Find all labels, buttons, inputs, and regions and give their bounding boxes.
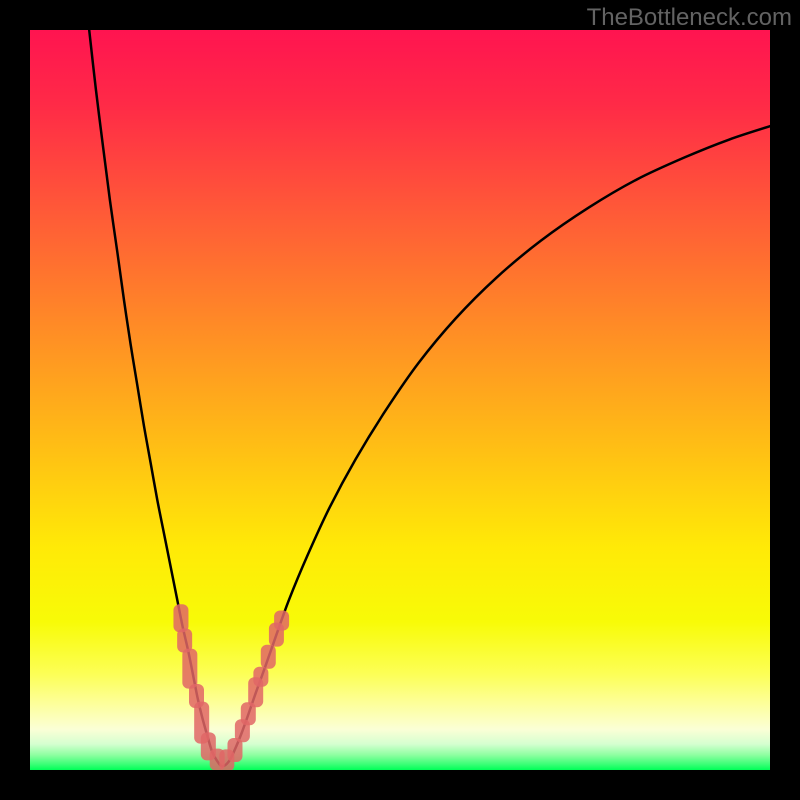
- watermark-text: TheBottleneck.com: [587, 4, 792, 32]
- outer-frame: TheBottleneck.com: [0, 0, 800, 800]
- marker-left-2: [182, 649, 197, 689]
- marker-right-4: [261, 645, 276, 669]
- marker-right-3: [253, 667, 268, 687]
- marker-right-6: [274, 611, 289, 631]
- marker-left-0: [173, 604, 188, 632]
- bottleneck-curve-chart: [30, 30, 770, 770]
- plot-area: [30, 30, 770, 770]
